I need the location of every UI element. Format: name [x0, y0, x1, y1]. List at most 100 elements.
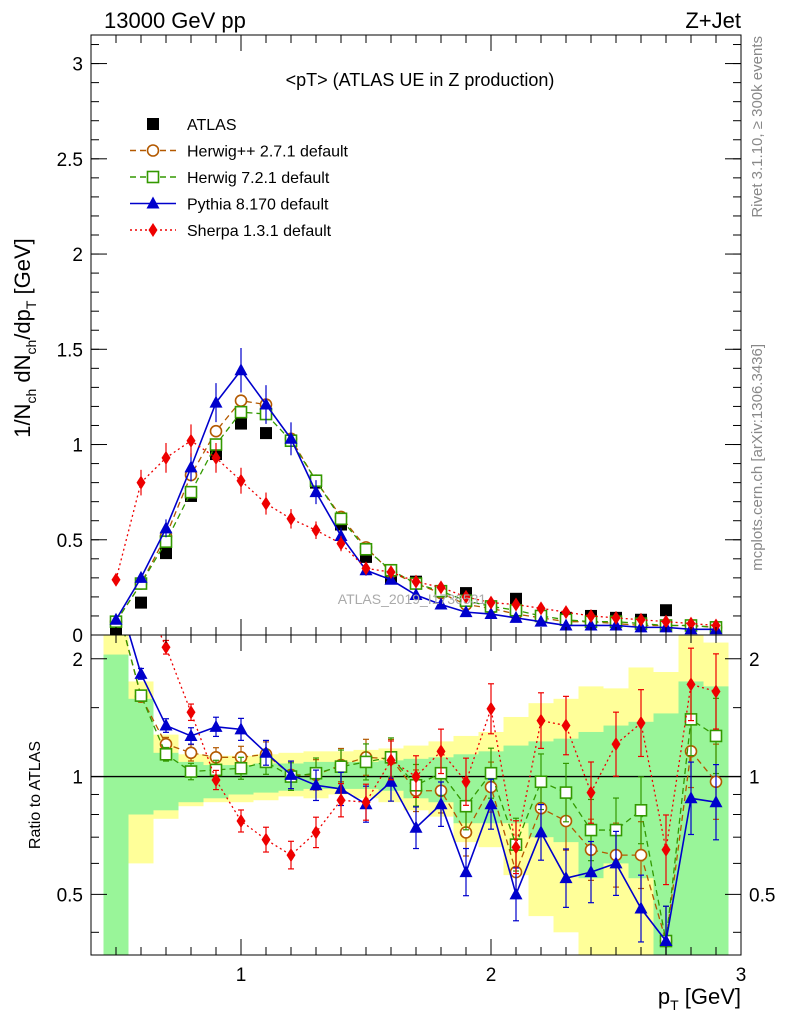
- uncertainty-band-inner: [103, 654, 129, 955]
- ratio-point-herwig7: [184, 765, 198, 778]
- point-herwigpp: [234, 394, 248, 408]
- point-sherpa: [111, 572, 121, 587]
- point-pythia: [559, 618, 573, 631]
- point-pythia: [309, 485, 323, 498]
- ratio-point-sherpa: [686, 677, 696, 692]
- ratio-point-herwig7: [709, 729, 723, 743]
- point-atlas: [160, 547, 172, 560]
- ratio-point-sherpa: [336, 793, 346, 808]
- uncertainty-band-inner: [153, 752, 179, 811]
- legend-label-herwigpp: Herwig++ 2.7.1 default: [187, 144, 349, 161]
- point-sherpa: [636, 612, 646, 627]
- beam-label: 13000 GeV pp: [104, 8, 246, 33]
- ratio-point-pythia: [159, 718, 173, 731]
- ratio-point-pythia: [309, 778, 323, 791]
- y-tick-label: 0: [72, 626, 83, 647]
- y-tick-label: 1.5: [57, 340, 83, 361]
- ratio-y-tick-label-right: 2: [749, 650, 760, 671]
- y-tick-label: 2.5: [57, 150, 83, 171]
- ratio-point-pythia: [384, 774, 398, 787]
- point-sherpa: [411, 574, 421, 589]
- ratio-point-pythia: [684, 791, 698, 804]
- point-pythia: [534, 614, 548, 627]
- y-axis-title: 1/Nch dNch/dpT [GeV]: [10, 238, 39, 438]
- ratio-point-sherpa: [461, 774, 471, 789]
- ratio-y-tick-label: 2: [72, 650, 83, 671]
- process-label: Z+Jet: [685, 8, 741, 33]
- ratio-point-herwigpp: [184, 746, 198, 760]
- point-sherpa: [486, 595, 496, 610]
- mcplots-label: mcplots.cern.ch [arXiv:1306.3436]: [749, 344, 766, 571]
- point-pythia: [484, 607, 498, 620]
- ratio-point-sherpa: [311, 825, 321, 840]
- legend: ATLAS Herwig++ 2.7.1 default Herwig 7.2.1 …: [130, 117, 349, 240]
- legend-label-atlas: ATLAS: [187, 117, 237, 134]
- ratio-point-pythia: [509, 887, 523, 900]
- point-sherpa: [536, 601, 546, 616]
- point-pythia: [459, 605, 473, 618]
- ratio-y-tick-label-right: 0.5: [749, 885, 775, 906]
- point-pythia: [284, 431, 298, 444]
- point-sherpa: [511, 597, 521, 612]
- ratio-point-pythia: [484, 797, 498, 810]
- point-sherpa: [236, 473, 246, 488]
- point-sherpa: [436, 580, 446, 595]
- ratio-point-sherpa: [636, 716, 646, 731]
- ratio-point-pythia: [659, 934, 673, 947]
- point-atlas: [135, 596, 147, 609]
- ratio-point-herwig7: [134, 689, 148, 702]
- x-tick-label: 1: [236, 965, 247, 986]
- main-panel: 0 0.5 1 1.5 2 2.5 3 <pT> (ATLAS UE in Z produc…: [57, 34, 742, 647]
- x-tick-label: 3: [736, 965, 747, 986]
- point-herwig7: [359, 542, 373, 556]
- ratio-point-sherpa: [711, 684, 721, 699]
- ratio-point-pythia: [134, 666, 148, 679]
- y-tick-label: 0.5: [57, 531, 83, 552]
- point-pythia: [159, 521, 173, 534]
- ratio-point-herwig7: [234, 761, 248, 775]
- legend-label-pythia: Pythia 8.170 default: [187, 197, 329, 214]
- point-pythia: [234, 363, 248, 376]
- ratio-point-herwig7: [484, 766, 498, 780]
- ratio-y-tick-label: 0.5: [57, 885, 83, 906]
- ratio-point-pythia: [284, 767, 298, 780]
- ratio-point-herwig7: [559, 786, 573, 799]
- legend-label-sherpa: Sherpa 1.3.1 default: [187, 223, 332, 240]
- ratio-point-pythia: [184, 728, 198, 741]
- point-sherpa: [386, 565, 396, 580]
- ratio-point-sherpa: [486, 701, 496, 716]
- uncertainty-band-inner: [503, 745, 529, 824]
- ratio-y-axis-title: Ratio to ATLAS: [27, 741, 44, 849]
- point-pythia: [134, 570, 148, 583]
- ratio-point-pythia: [459, 865, 473, 878]
- ratio-point-herwig7: [334, 760, 348, 773]
- ratio-point-herwig7: [634, 803, 648, 817]
- point-sherpa: [211, 450, 221, 465]
- ratio-point-sherpa: [586, 785, 596, 800]
- point-sherpa: [286, 511, 296, 526]
- ratio-point-sherpa: [661, 842, 671, 857]
- ratio-point-sherpa: [361, 795, 371, 810]
- point-pythia: [109, 612, 123, 625]
- legend-marker-herwig7: [146, 170, 160, 184]
- point-sherpa: [561, 605, 571, 620]
- ratio-point-herwig7: [359, 755, 373, 769]
- y-tick-label: 1: [72, 436, 83, 457]
- y-tick-label: 3: [72, 55, 83, 76]
- main-panel-axes: 0 0.5 1 1.5 2 2.5 3: [57, 35, 742, 647]
- point-sherpa: [461, 589, 471, 604]
- ratio-point-sherpa: [411, 769, 421, 784]
- ratio-point-pythia: [709, 795, 723, 808]
- ratio-panel-axes: 0.5 0.5 1 1 2 2 1 2 3: [57, 635, 775, 986]
- ratio-point-sherpa: [286, 848, 296, 863]
- x-tick-label: 2: [486, 965, 497, 986]
- ratio-panel-marks: [91, 635, 741, 955]
- main-panel-marks: [109, 347, 723, 635]
- uncertainty-band-inner: [128, 698, 154, 815]
- point-sherpa: [311, 523, 321, 538]
- ratio-point-pythia: [409, 820, 423, 833]
- point-atlas: [660, 604, 672, 617]
- point-pythia: [584, 618, 598, 631]
- legend-marker-sherpa: [148, 223, 158, 237]
